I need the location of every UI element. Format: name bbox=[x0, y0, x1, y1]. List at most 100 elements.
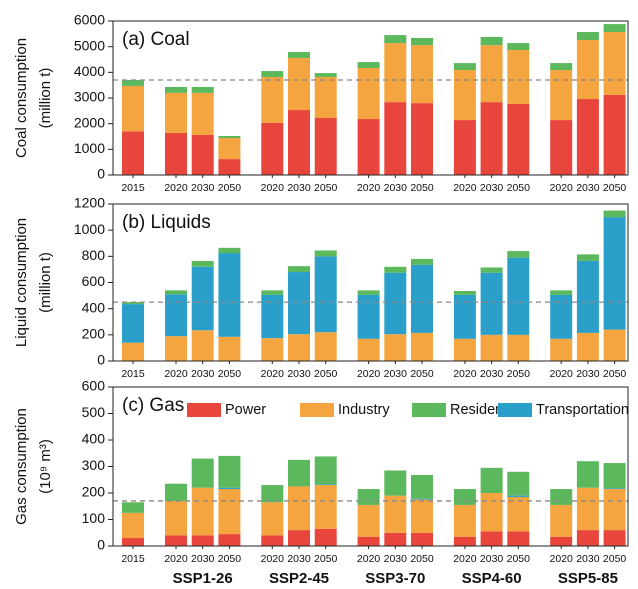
x-tick-label: 2050 bbox=[603, 553, 627, 565]
group-label: SSP3-70 bbox=[365, 570, 425, 587]
bar-segment bbox=[411, 103, 433, 175]
bar-segment bbox=[550, 290, 573, 295]
bar-segment bbox=[550, 489, 573, 505]
panel: 0 1000 2000 3000 4000 5000 6000 Coal consumptio… bbox=[13, 12, 629, 194]
x-tick-label: 2020 bbox=[164, 182, 188, 194]
bar-segment bbox=[411, 532, 433, 546]
bar-segment bbox=[288, 266, 310, 273]
panel: 0 100 200 300 400 500 600 Gas consumption (10⁹ m… bbox=[13, 378, 629, 587]
x-tick-label: 2020 bbox=[453, 368, 477, 380]
bar-segment bbox=[191, 260, 214, 267]
bar-segment bbox=[507, 495, 530, 497]
bar-segment bbox=[480, 267, 503, 273]
bar-segment bbox=[191, 535, 214, 546]
y-axis-label: (million t) bbox=[37, 68, 54, 129]
bar-segment bbox=[288, 52, 310, 58]
x-tick-label: 2015 bbox=[121, 182, 145, 194]
y-tick-label: 1000 bbox=[74, 221, 105, 237]
bar-segment bbox=[550, 536, 573, 546]
bar-segment bbox=[550, 63, 573, 71]
x-tick-label: 2030 bbox=[480, 368, 504, 380]
x-tick-label: 2015 bbox=[121, 553, 145, 565]
bar-segment bbox=[261, 76, 284, 123]
x-tick-label: 2030 bbox=[480, 182, 504, 194]
legend-swatch bbox=[412, 403, 446, 417]
bar-segment bbox=[261, 502, 284, 536]
bar-segment bbox=[218, 487, 241, 490]
bar-segment bbox=[357, 489, 380, 505]
y-tick-label: 3000 bbox=[74, 89, 105, 105]
bar-segment bbox=[603, 210, 626, 218]
bar-segment bbox=[218, 159, 241, 175]
bar-segment bbox=[314, 256, 337, 333]
panel: 0 200 400 600 800 1000 1200 Liquid consumption (… bbox=[13, 195, 629, 380]
bar-segment bbox=[411, 37, 433, 46]
bar-segment bbox=[603, 94, 626, 175]
bar-segment bbox=[261, 290, 284, 295]
legend-swatch bbox=[498, 403, 532, 417]
y-tick-label: 200 bbox=[82, 484, 106, 500]
bar-segment bbox=[603, 489, 626, 531]
bar-segment bbox=[314, 485, 337, 529]
x-tick-label: 2020 bbox=[261, 553, 285, 565]
x-tick-label: 2050 bbox=[314, 553, 338, 565]
x-tick-label: 2050 bbox=[410, 368, 434, 380]
bar-segment bbox=[411, 258, 433, 265]
x-tick-label: 2050 bbox=[314, 368, 338, 380]
bar-segment bbox=[576, 461, 599, 488]
bar-segment bbox=[165, 92, 187, 133]
panel-title: (c) Gas bbox=[122, 395, 184, 416]
group-label: SSP1-26 bbox=[173, 570, 233, 587]
group-label: SSP2-45 bbox=[269, 570, 329, 587]
x-tick-label: 2030 bbox=[287, 182, 311, 194]
y-axis-label: Gas consumption bbox=[13, 408, 30, 525]
y-tick-label: 500 bbox=[82, 404, 106, 420]
x-tick-label: 2050 bbox=[507, 368, 531, 380]
bar-segment bbox=[191, 92, 214, 135]
bar-segment bbox=[288, 459, 310, 487]
y-tick-label: 600 bbox=[82, 378, 106, 394]
bar-segment bbox=[480, 334, 503, 361]
x-tick-label: 2030 bbox=[576, 182, 600, 194]
bar-segment bbox=[576, 39, 599, 100]
bar-segment bbox=[165, 86, 187, 93]
bar-segment bbox=[480, 531, 503, 546]
bar-segment bbox=[165, 535, 187, 546]
panel-title: (a) Coal bbox=[122, 29, 190, 50]
bar-segment bbox=[261, 122, 284, 175]
bar-segment bbox=[165, 290, 187, 295]
bar-segment bbox=[122, 304, 144, 343]
bar-segment bbox=[288, 530, 310, 546]
x-tick-label: 2030 bbox=[191, 182, 215, 194]
bar-segment bbox=[384, 43, 407, 103]
x-tick-label: 2030 bbox=[384, 368, 408, 380]
bar-segment bbox=[411, 45, 433, 104]
x-tick-label: 2050 bbox=[507, 553, 531, 565]
bar-segment bbox=[288, 486, 310, 531]
y-axis-label: (10⁹ m³) bbox=[37, 439, 54, 494]
bar-segment bbox=[507, 531, 530, 546]
x-tick-label: 2020 bbox=[261, 368, 285, 380]
bar-segment bbox=[314, 332, 337, 361]
bar-segment bbox=[576, 530, 599, 546]
bar-segment bbox=[165, 294, 187, 337]
bar-segment bbox=[507, 257, 530, 335]
bar-segment bbox=[384, 266, 407, 273]
bar-segment bbox=[218, 336, 241, 361]
y-tick-label: 100 bbox=[82, 510, 106, 526]
bar-segment bbox=[165, 500, 187, 536]
x-tick-label: 2030 bbox=[191, 368, 215, 380]
y-tick-label: 1200 bbox=[74, 195, 105, 211]
bar-segment bbox=[288, 334, 310, 361]
bar-segment bbox=[314, 484, 337, 486]
y-tick-label: 400 bbox=[82, 299, 106, 315]
bar-segment bbox=[314, 73, 337, 77]
bar-segment bbox=[122, 512, 144, 539]
legend-label: Transportation bbox=[536, 402, 629, 418]
bar-segment bbox=[288, 110, 310, 175]
bar-segment bbox=[550, 70, 573, 121]
bar-segment bbox=[480, 467, 503, 493]
bar-segment bbox=[603, 24, 626, 33]
y-tick-label: 2000 bbox=[74, 114, 105, 130]
x-tick-label: 2030 bbox=[191, 553, 215, 565]
